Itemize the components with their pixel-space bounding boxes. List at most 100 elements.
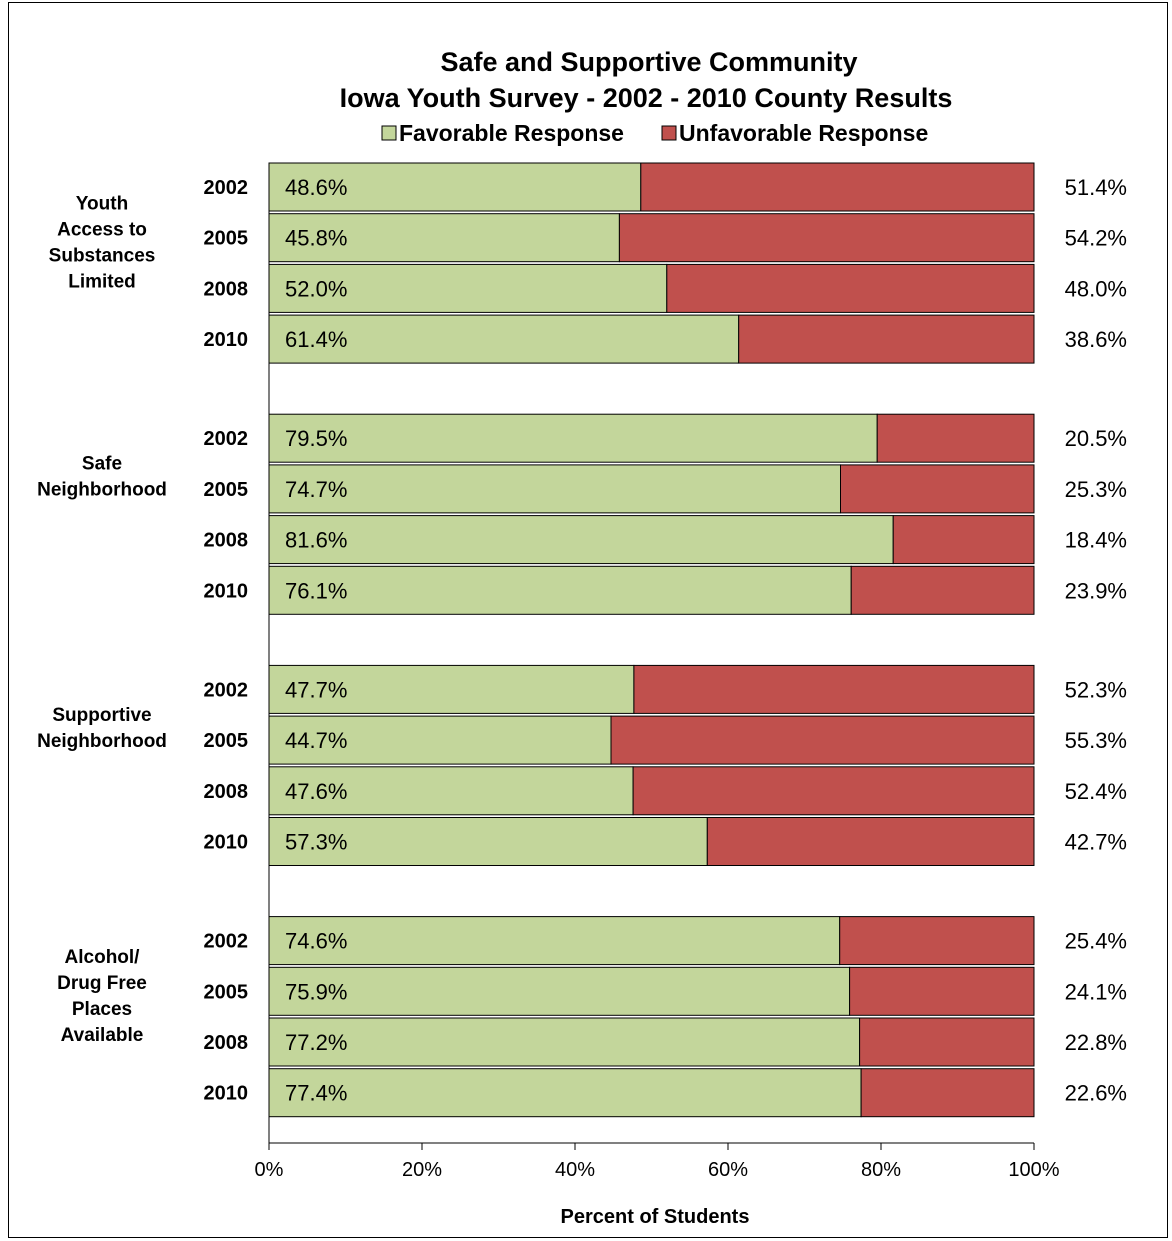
bar-favorable — [268, 213, 620, 263]
year-label: 2005 — [204, 730, 249, 752]
year-label: 2002 — [204, 931, 249, 953]
group-label-line: Neighborhood — [37, 480, 167, 501]
unfavorable-value-label: 51.4% — [1065, 175, 1127, 200]
bar-favorable — [268, 464, 841, 514]
chart-subtitle: Iowa Youth Survey - 2002 - 2010 County R… — [340, 83, 953, 113]
group-label-line: Available — [61, 1025, 144, 1046]
year-label: 2008 — [204, 1032, 249, 1054]
bar-unfavorable — [840, 464, 1035, 514]
chart-title: Safe and Supportive Community — [440, 47, 857, 77]
unfavorable-value-label: 24.1% — [1065, 979, 1127, 1004]
x-axis: 0% 20% 40% 60% 80% 100% — [255, 163, 1060, 1181]
favorable-value-label: 74.6% — [285, 929, 347, 954]
bar-unfavorable — [876, 413, 1035, 463]
x-tick-label: 60% — [708, 1159, 748, 1181]
favorable-value-label: 52.0% — [285, 276, 347, 301]
unfavorable-value-label: 18.4% — [1065, 528, 1127, 553]
favorable-value-label: 45.8% — [285, 226, 347, 251]
year-label: 2010 — [204, 580, 249, 602]
unfavorable-value-label: 54.2% — [1065, 226, 1127, 251]
legend: Favorable Response Unfavorable Response — [381, 120, 928, 146]
unfavorable-value-label: 38.6% — [1065, 327, 1127, 352]
plot-area: Youth Access to Substances Limited 2002 48.6%… — [37, 162, 1127, 1118]
x-tick-label: 100% — [1008, 1159, 1059, 1181]
favorable-value-label: 47.7% — [285, 677, 347, 702]
bar-group: Supportive Neighborhood 2002 47.7% 52.3% 2005… — [37, 664, 1127, 866]
bar-favorable — [268, 664, 635, 714]
favorable-value-label: 61.4% — [285, 327, 347, 352]
bar-unfavorable — [849, 966, 1035, 1016]
year-label: 2008 — [204, 278, 249, 300]
bar-unfavorable — [860, 1068, 1035, 1118]
bar-favorable — [268, 413, 878, 463]
group-label-line: Youth — [76, 193, 128, 214]
favorable-value-label: 44.7% — [285, 728, 347, 753]
unfavorable-value-label: 25.4% — [1065, 929, 1127, 954]
bar-favorable — [268, 565, 852, 615]
x-tick-label: 0% — [255, 1159, 284, 1181]
year-label: 2010 — [204, 832, 249, 854]
group-label-line: Access to — [57, 219, 147, 240]
bar-unfavorable — [738, 314, 1035, 364]
bar-favorable — [268, 715, 612, 765]
bar-group: Alcohol/Drug Free Places Available 2002 74.6… — [57, 916, 1127, 1118]
bar-unfavorable — [839, 916, 1035, 966]
bar-unfavorable — [633, 664, 1035, 714]
legend-swatch-favorable — [381, 125, 397, 141]
favorable-value-label: 79.5% — [285, 426, 347, 451]
legend-label-unfavorable: Unfavorable Response — [679, 120, 928, 146]
bar-unfavorable — [618, 213, 1035, 263]
favorable-value-label: 74.7% — [285, 477, 347, 502]
bar-unfavorable — [859, 1017, 1035, 1067]
group-label-line: Limited — [68, 271, 136, 292]
unfavorable-value-label: 52.4% — [1065, 779, 1127, 804]
favorable-value-label: 81.6% — [285, 528, 347, 553]
bar-favorable — [268, 314, 740, 364]
group-label-line: Supportive — [52, 705, 151, 726]
bar-unfavorable — [706, 817, 1035, 866]
unfavorable-value-label: 52.3% — [1065, 677, 1127, 702]
unfavorable-value-label: 20.5% — [1065, 426, 1127, 451]
bar-favorable — [268, 263, 668, 313]
year-label: 2008 — [204, 530, 249, 552]
bar-unfavorable — [640, 162, 1035, 212]
bar-favorable — [268, 966, 851, 1016]
unfavorable-value-label: 42.7% — [1065, 830, 1127, 855]
bar-favorable — [268, 515, 894, 565]
year-label: 2005 — [204, 981, 249, 1003]
group-label-line: Alcohol/ — [65, 947, 141, 968]
year-label: 2010 — [204, 329, 249, 351]
bar-favorable — [268, 1068, 862, 1118]
x-tick-label: 40% — [555, 1159, 595, 1181]
bar-favorable — [268, 916, 841, 966]
favorable-value-label: 47.6% — [285, 779, 347, 804]
bar-group: Youth Access to Substances Limited 2002 48.6%… — [49, 162, 1127, 364]
group-label-line: Drug Free — [57, 973, 147, 994]
favorable-value-label: 77.4% — [285, 1081, 347, 1106]
unfavorable-value-label: 22.6% — [1065, 1081, 1127, 1106]
bar-unfavorable — [850, 565, 1035, 615]
bar-favorable — [268, 1017, 861, 1067]
favorable-value-label: 75.9% — [285, 979, 347, 1004]
bar-unfavorable — [666, 263, 1035, 313]
bar-unfavorable — [632, 766, 1035, 816]
x-tick-label: 80% — [861, 1159, 901, 1181]
unfavorable-value-label: 55.3% — [1065, 728, 1127, 753]
year-label: 2010 — [204, 1083, 249, 1105]
year-label: 2002 — [204, 428, 249, 450]
bar-unfavorable — [610, 715, 1035, 765]
legend-swatch-unfavorable — [661, 125, 677, 141]
x-tick-label: 20% — [402, 1159, 442, 1181]
favorable-value-label: 57.3% — [285, 830, 347, 855]
x-axis-title: Percent of Students — [561, 1206, 750, 1228]
group-label-line: Neighborhood — [37, 731, 167, 752]
legend-label-favorable: Favorable Response — [399, 120, 624, 146]
year-label: 2008 — [204, 781, 249, 803]
group-label-line: Safe — [82, 454, 122, 475]
unfavorable-value-label: 25.3% — [1065, 477, 1127, 502]
favorable-value-label: 77.2% — [285, 1030, 347, 1055]
year-label: 2005 — [204, 479, 249, 501]
favorable-value-label: 48.6% — [285, 175, 347, 200]
favorable-value-label: 76.1% — [285, 578, 347, 603]
